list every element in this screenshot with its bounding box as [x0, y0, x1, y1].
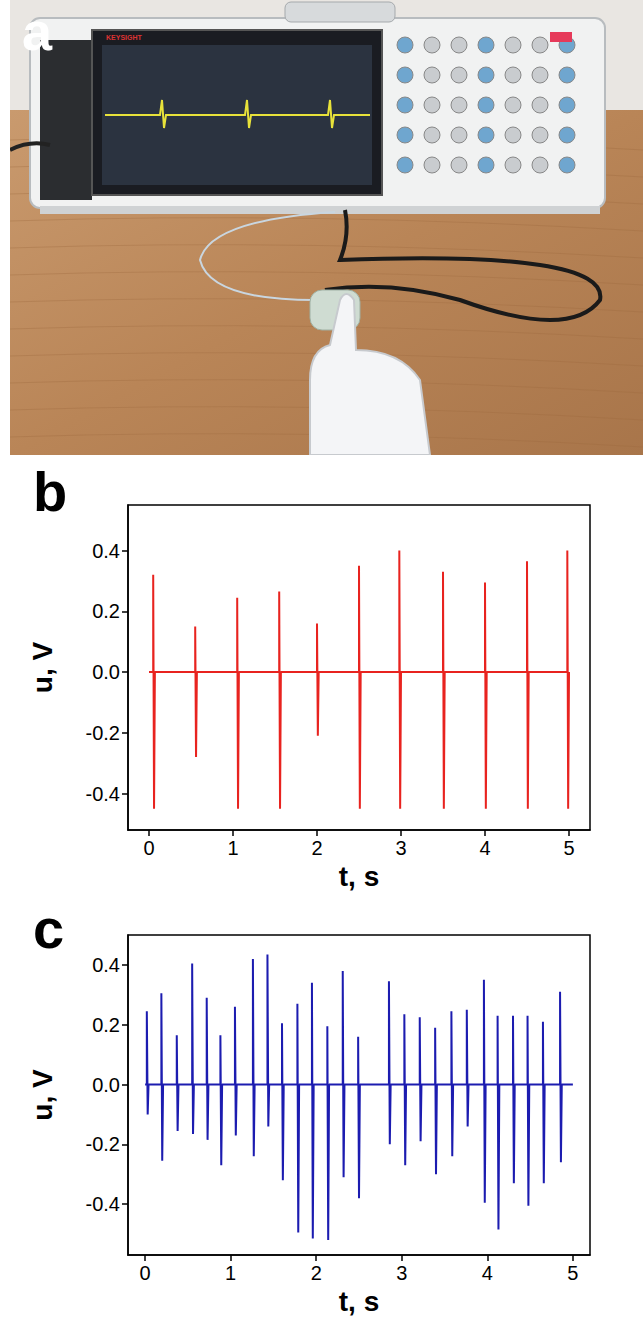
svg-text:2: 2	[311, 1262, 322, 1284]
svg-text:-0.2: -0.2	[86, 722, 120, 744]
svg-text:0.0: 0.0	[92, 661, 120, 683]
svg-text:0: 0	[143, 837, 154, 859]
svg-text:-0.2: -0.2	[86, 1133, 120, 1155]
svg-text:4: 4	[482, 1262, 493, 1284]
svg-text:0.4: 0.4	[92, 954, 120, 976]
svg-text:2: 2	[311, 837, 322, 859]
svg-text:5: 5	[563, 837, 574, 859]
svg-text:4: 4	[479, 837, 490, 859]
svg-text:3: 3	[396, 1262, 407, 1284]
svg-text:a: a	[22, 1, 53, 61]
svg-text:b: b	[33, 460, 67, 523]
svg-text:5: 5	[567, 1262, 578, 1284]
svg-text:0: 0	[140, 1262, 151, 1284]
svg-text:0.0: 0.0	[92, 1074, 120, 1096]
svg-text:u, V: u, V	[27, 642, 58, 694]
svg-text:KEYSIGHT: KEYSIGHT	[106, 34, 143, 41]
svg-text:0.4: 0.4	[92, 540, 120, 562]
svg-text:-0.4: -0.4	[86, 1193, 120, 1215]
svg-text:0.2: 0.2	[92, 1014, 120, 1036]
svg-text:c: c	[33, 897, 64, 960]
svg-text:u, V: u, V	[27, 1069, 58, 1121]
svg-text:-0.4: -0.4	[86, 783, 120, 805]
svg-text:t, s: t, s	[339, 861, 379, 892]
svg-text:0.2: 0.2	[92, 600, 120, 622]
svg-text:t, s: t, s	[339, 1286, 379, 1317]
svg-text:3: 3	[395, 837, 406, 859]
svg-text:1: 1	[225, 1262, 236, 1284]
svg-text:1: 1	[227, 837, 238, 859]
